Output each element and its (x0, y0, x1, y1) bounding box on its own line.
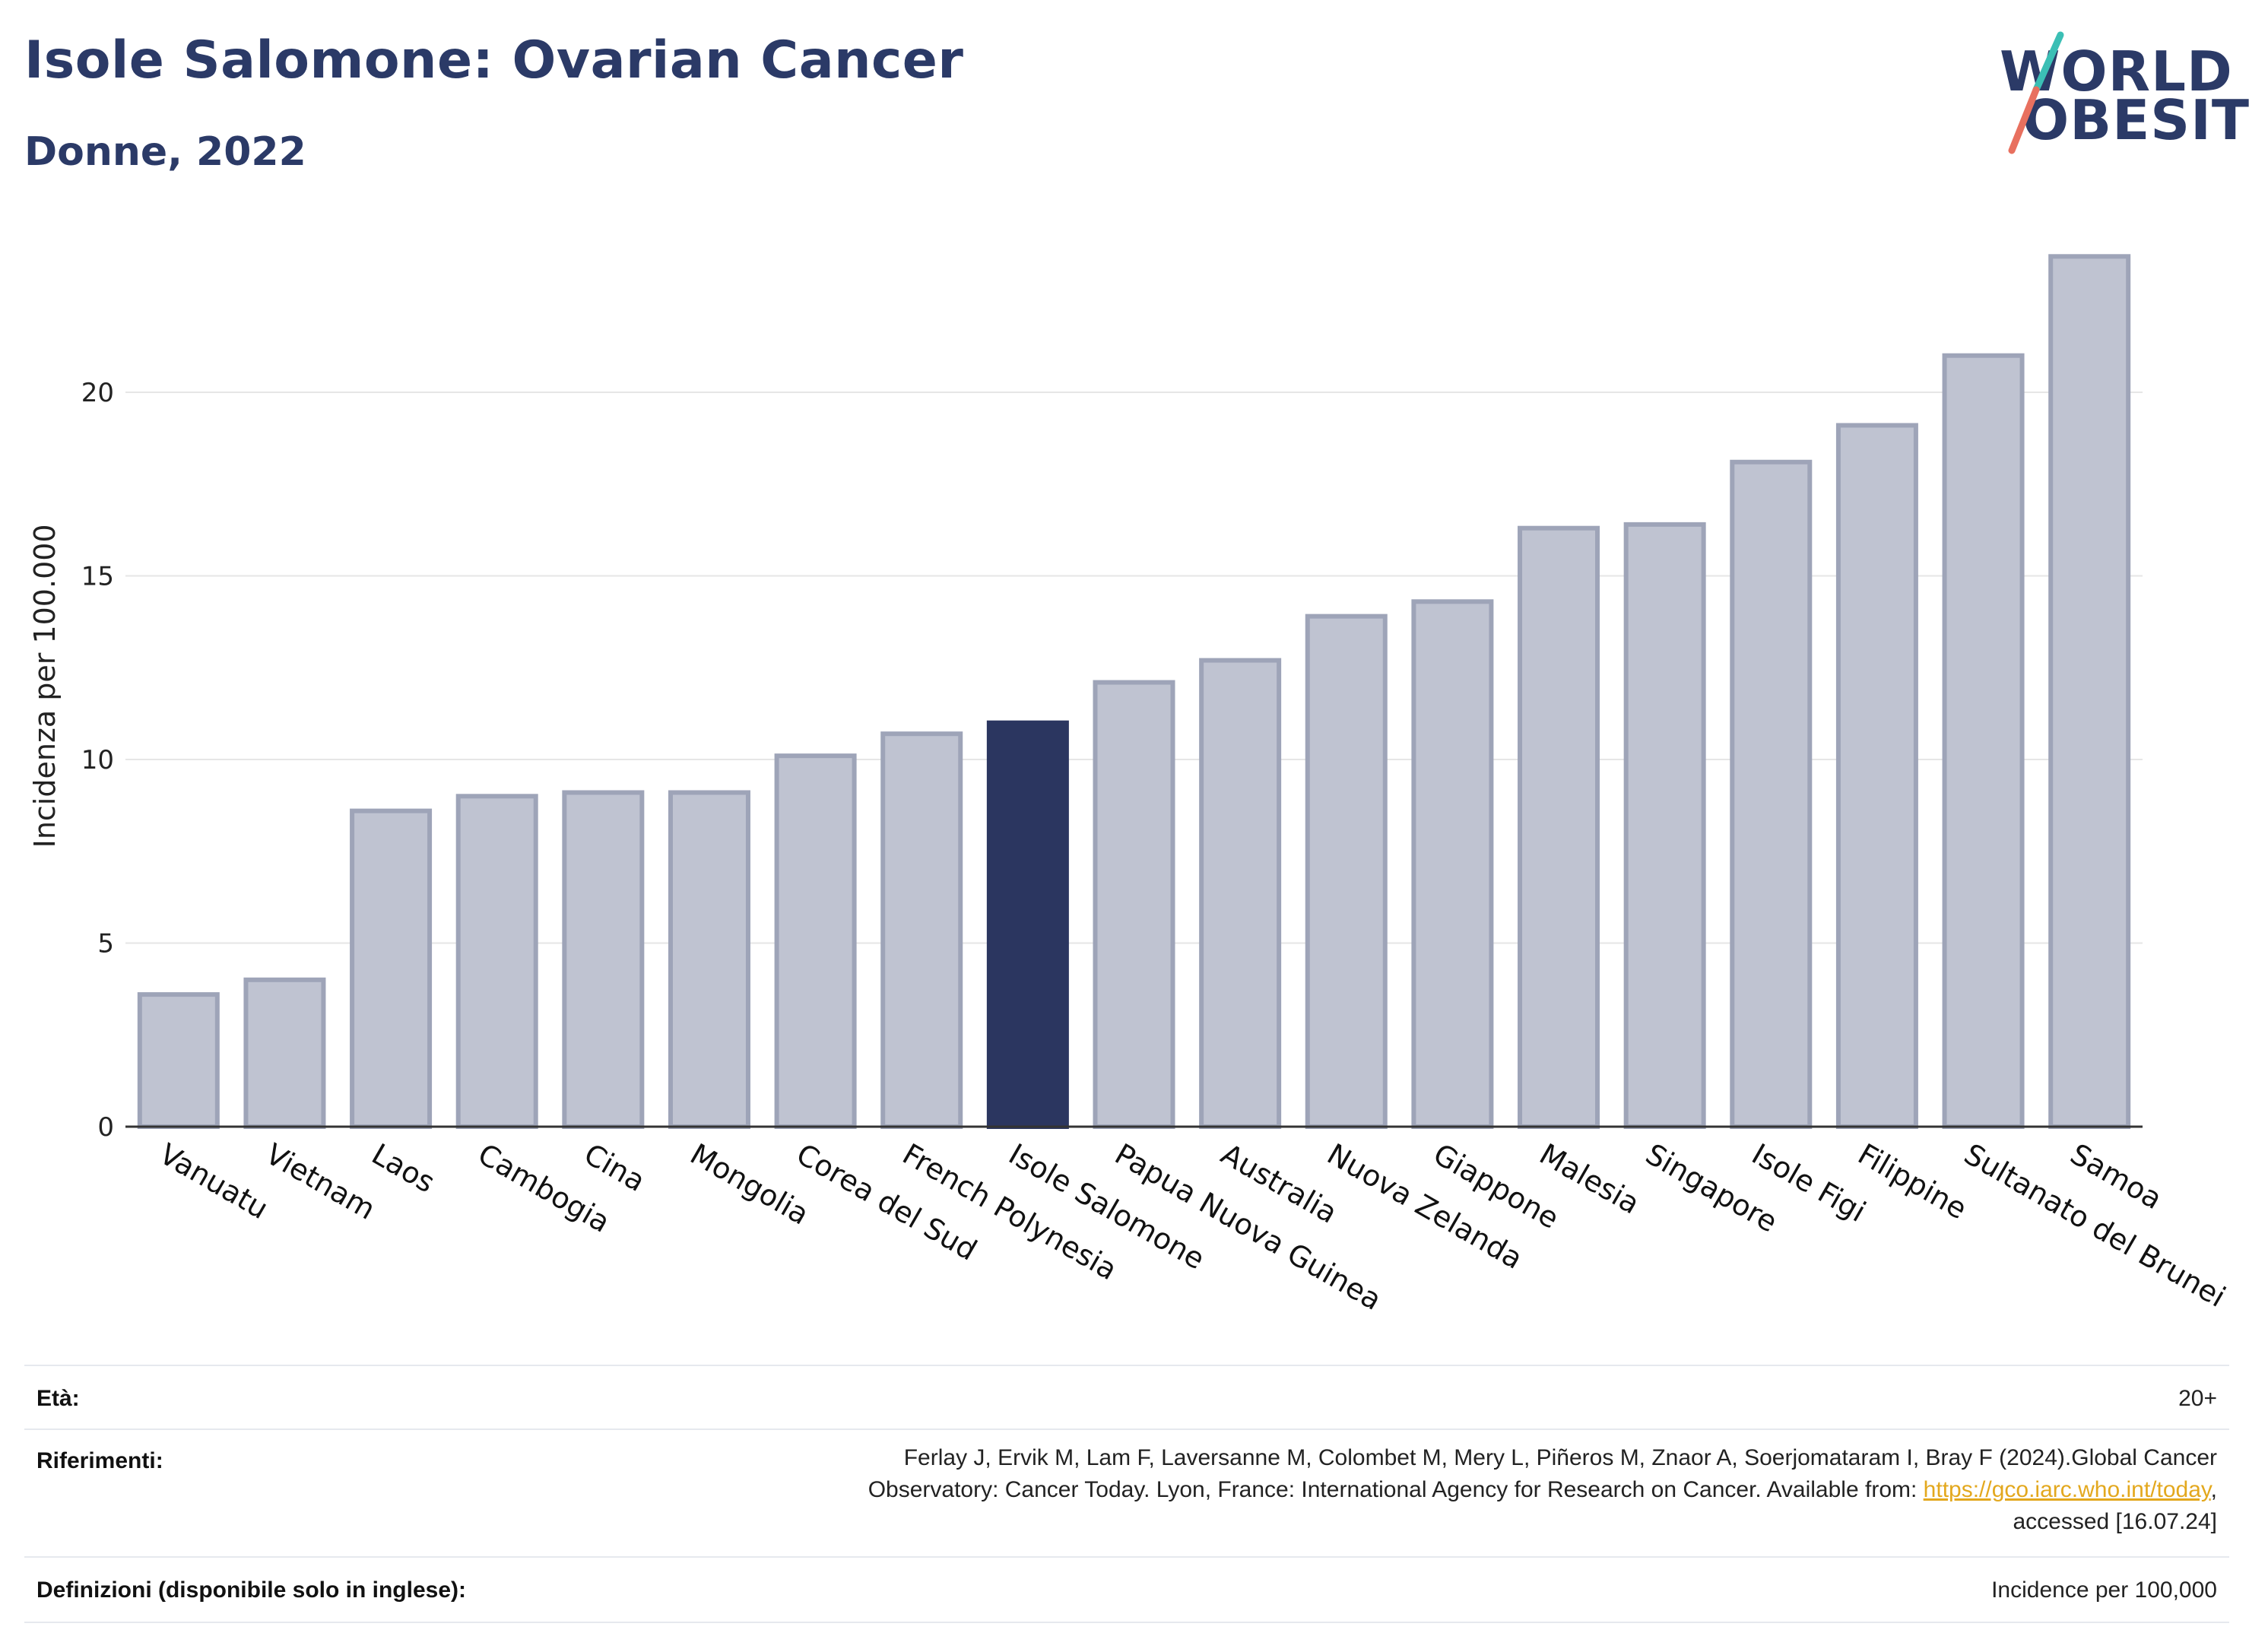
footer-row-age: Età: 20+ (24, 1365, 2229, 1430)
bar (1305, 614, 1388, 1129)
bar (1623, 522, 1706, 1129)
bar (880, 731, 963, 1129)
bar (1411, 599, 1494, 1129)
references-label: Riferimenti: (36, 1448, 163, 1473)
definitions-label: Definizioni (disponibile solo in inglese… (36, 1577, 467, 1603)
y-axis-label: Incidenza per 100.000 (28, 524, 62, 848)
x-tick-label: Mongolia (684, 1137, 814, 1232)
references-line-3: accessed [16.07.24] (2013, 1509, 2217, 1534)
bar (1199, 658, 1282, 1129)
bar (774, 753, 857, 1129)
x-tick-label: Laos (366, 1137, 441, 1200)
world-obesity-logo: WORLD OBESITY (1992, 30, 2249, 160)
x-tick-label: Corea del Sud (791, 1137, 982, 1267)
x-tick-label: Filippine (1852, 1137, 1972, 1226)
page-title: Isole Salomone: Ovarian Cancer (24, 30, 964, 90)
bar (668, 790, 750, 1129)
references-link[interactable]: https://gco.iarc.who.int/today (1923, 1477, 2211, 1502)
logo-line-2: OBESITY (2022, 88, 2249, 152)
y-tick-label: 5 (97, 929, 114, 959)
footer-row-definitions: Definizioni (disponibile solo in inglese… (24, 1556, 2229, 1623)
logo-slash-icon (2008, 31, 2064, 154)
y-tick-label: 10 (81, 745, 114, 775)
references-line-1: Ferlay J, Ervik M, Lam F, Laversanne M, … (903, 1445, 2217, 1470)
bar (455, 794, 538, 1130)
x-tick-label: Nuova Zelanda (1321, 1137, 1528, 1276)
bar (350, 808, 433, 1129)
y-tick-label: 20 (81, 378, 114, 408)
bar (1518, 525, 1600, 1129)
y-tick-label: 15 (81, 562, 114, 592)
bar (1835, 423, 1918, 1129)
age-label: Età: (36, 1386, 80, 1411)
footer-row-references: Riferimenti: Ferlay J, Ervik M, Lam F, L… (24, 1428, 2229, 1558)
definitions-value: Incidence per 100,000 (1991, 1577, 2217, 1603)
references-line-2-text: Observatory: Cancer Today. Lyon, France:… (868, 1477, 1924, 1502)
bar (986, 720, 1069, 1129)
bar (1093, 680, 1175, 1129)
y-tick-label: 0 (97, 1112, 114, 1143)
bar (137, 992, 220, 1129)
page-subtitle: Donne, 2022 (24, 129, 306, 175)
references-text: Ferlay J, Ervik M, Lam F, Laversanne M, … (868, 1442, 2217, 1538)
x-tick-label: Vietnam (260, 1137, 381, 1226)
references-line-2-end: , (2210, 1477, 2217, 1502)
x-tick-label: Vanuatu (154, 1137, 274, 1226)
bar-chart: 0 5 10 15 20 Incidenza per 100.000 VanuatuViet… (28, 254, 2231, 1317)
bar (1730, 459, 1813, 1129)
age-value: 20+ (2178, 1386, 2217, 1411)
bar (243, 977, 326, 1130)
x-tick-label: Cina (579, 1137, 651, 1198)
bar (1942, 353, 2025, 1129)
bar (2048, 254, 2131, 1129)
bar (562, 790, 645, 1129)
references-line-2: Observatory: Cancer Today. Lyon, France:… (868, 1474, 2217, 1506)
